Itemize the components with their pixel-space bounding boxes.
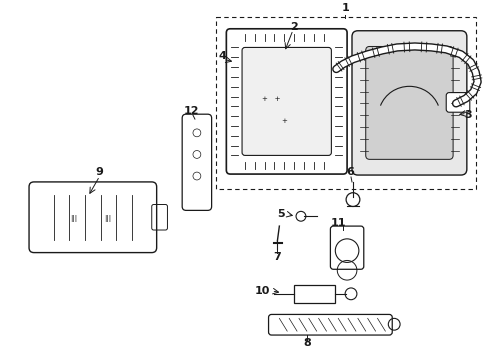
FancyBboxPatch shape bbox=[446, 93, 470, 112]
Text: +   +: + + bbox=[262, 96, 281, 103]
FancyBboxPatch shape bbox=[226, 29, 347, 174]
Text: |||: ||| bbox=[104, 215, 111, 222]
Text: 7: 7 bbox=[273, 252, 281, 261]
Text: 4: 4 bbox=[219, 51, 226, 61]
Text: 9: 9 bbox=[96, 167, 104, 177]
Text: 1: 1 bbox=[341, 3, 349, 13]
FancyBboxPatch shape bbox=[366, 46, 453, 159]
Text: |||: ||| bbox=[70, 215, 77, 222]
Text: 5: 5 bbox=[278, 209, 285, 219]
Text: 12: 12 bbox=[183, 106, 199, 116]
Text: 11: 11 bbox=[330, 218, 346, 228]
Bar bbox=[216, 17, 476, 189]
Bar bbox=[294, 285, 335, 303]
Text: 2: 2 bbox=[290, 22, 298, 32]
Text: 10: 10 bbox=[255, 286, 270, 296]
Text: 3: 3 bbox=[464, 110, 472, 120]
Text: 6: 6 bbox=[346, 167, 354, 177]
FancyBboxPatch shape bbox=[242, 48, 331, 156]
FancyBboxPatch shape bbox=[352, 31, 467, 175]
Text: +: + bbox=[281, 118, 287, 124]
Text: 8: 8 bbox=[303, 338, 311, 348]
